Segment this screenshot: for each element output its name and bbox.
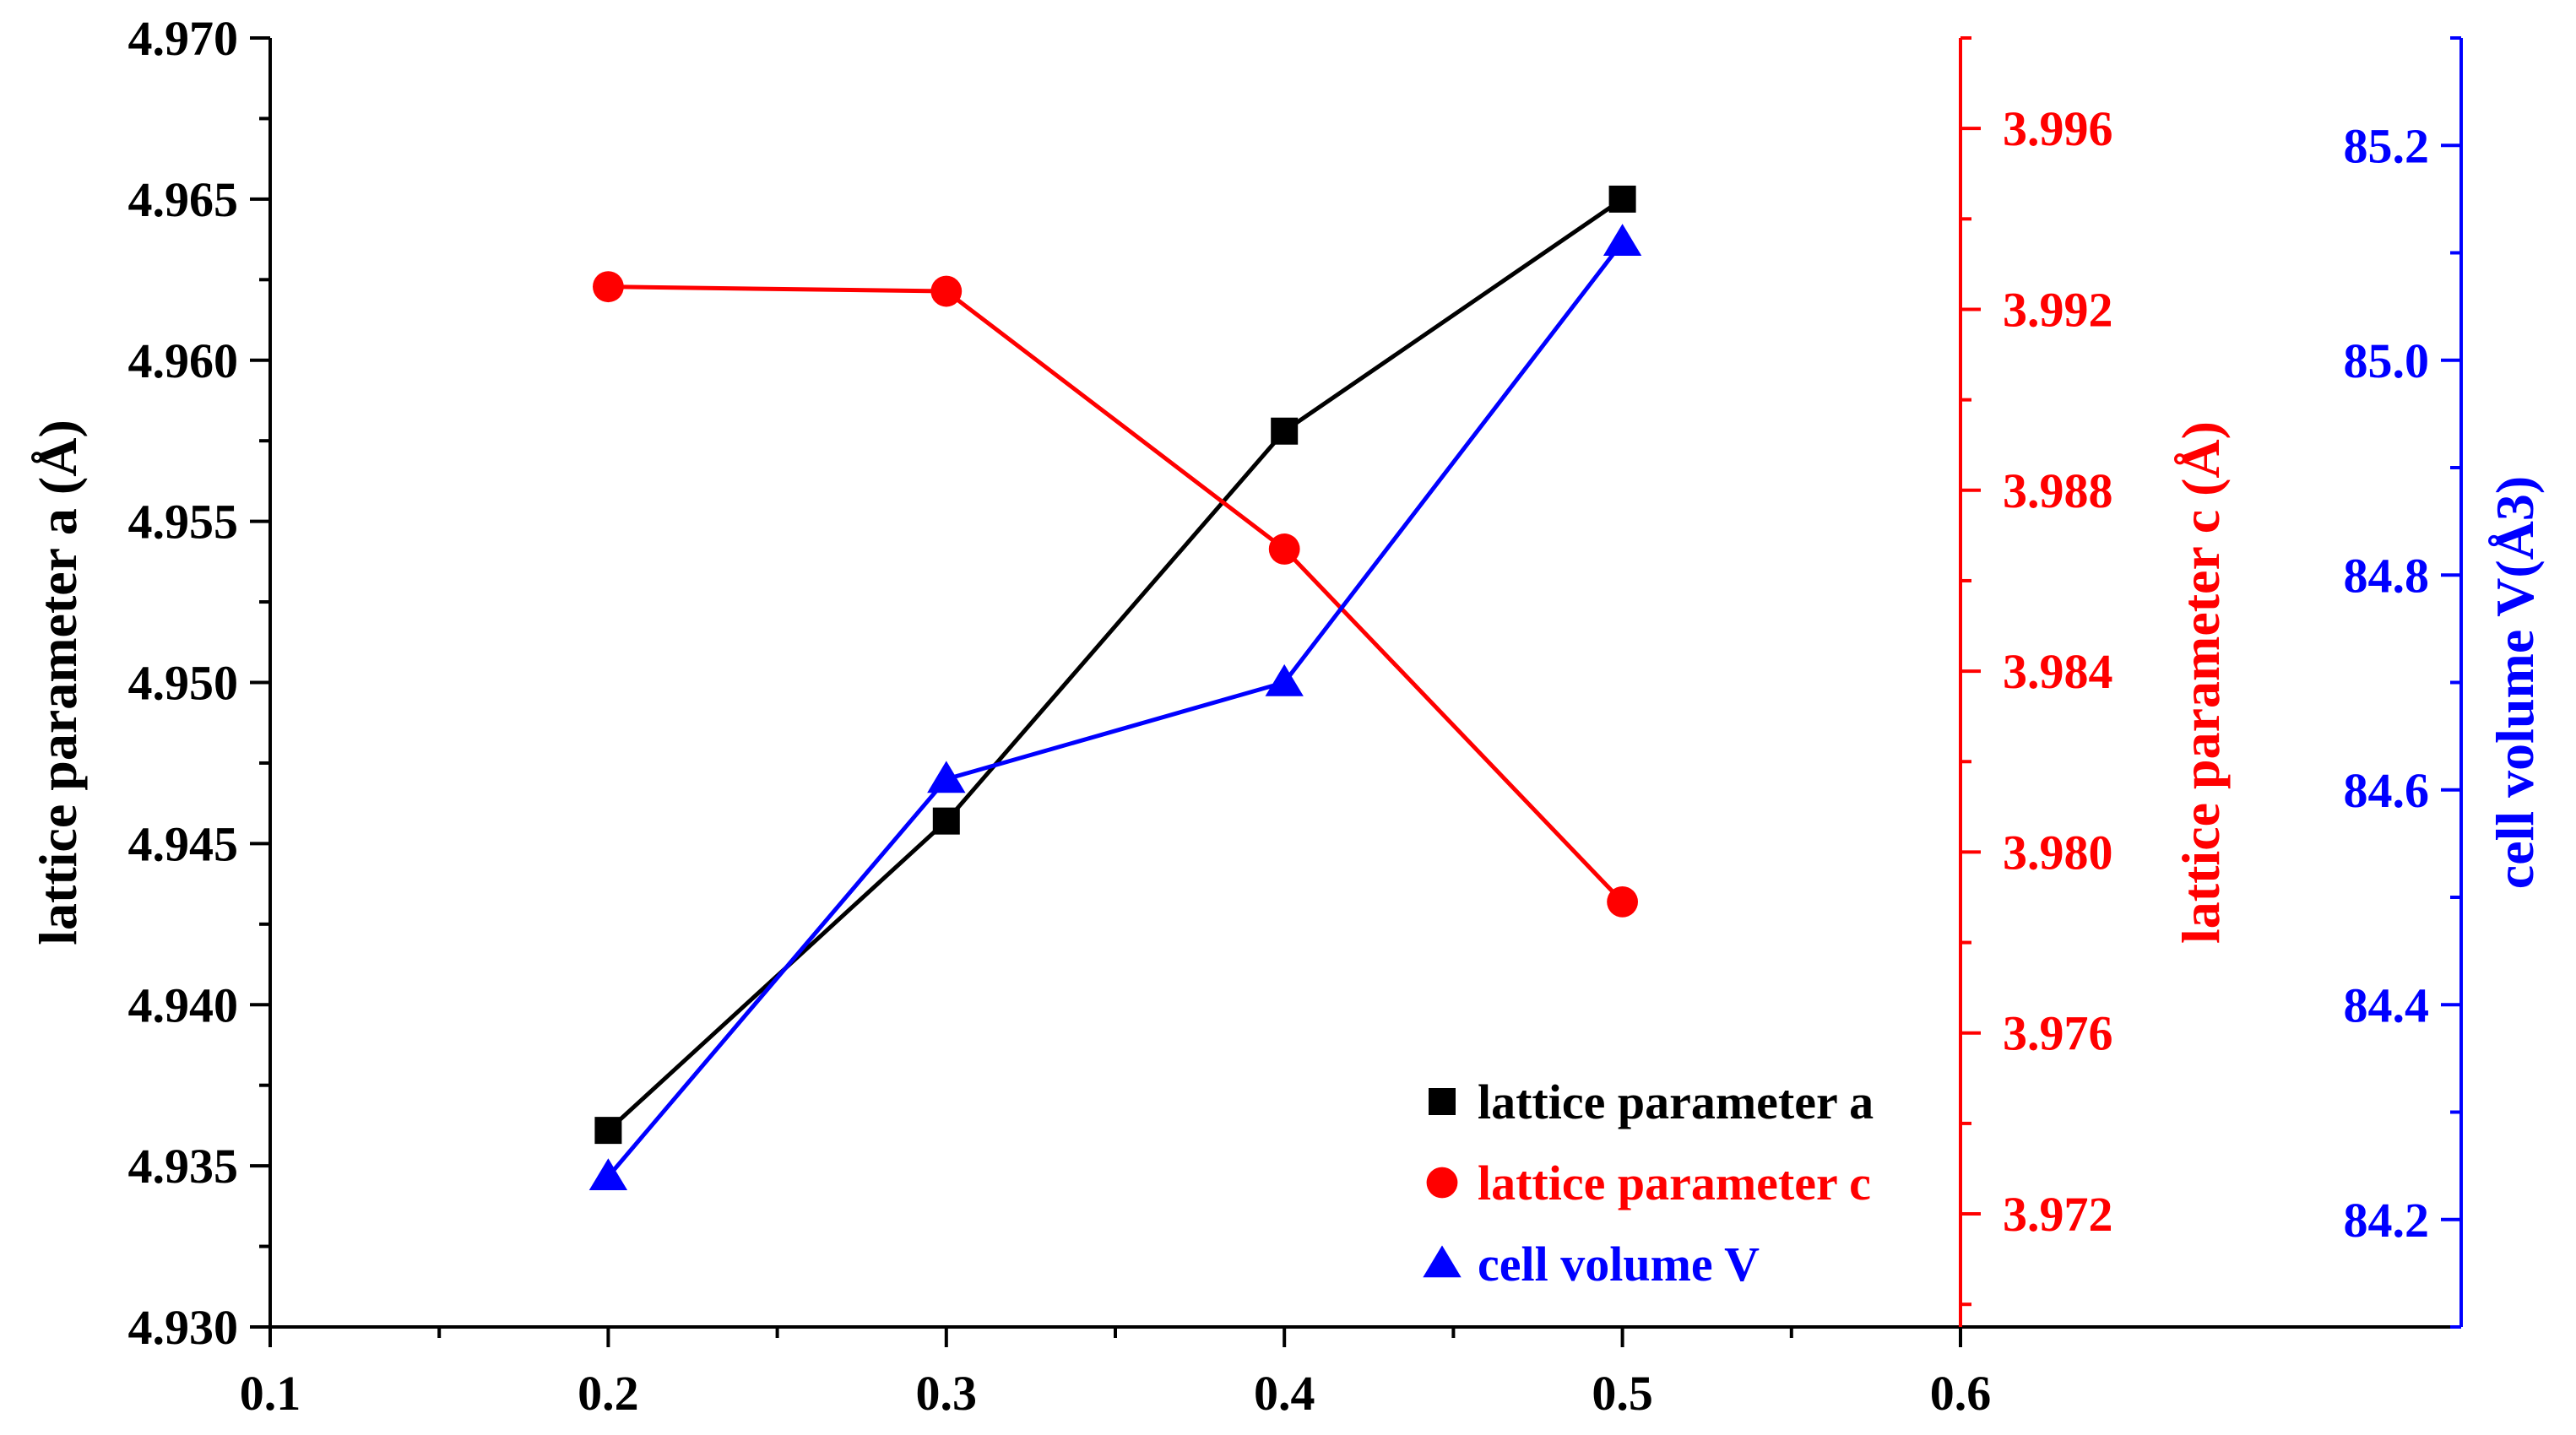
right-v-tick-label: 84.6 bbox=[2344, 763, 2430, 818]
series-lattice-c-line bbox=[608, 284, 1624, 904]
right-c-tick-label: 3.980 bbox=[2003, 825, 2113, 880]
x-tick-label: 0.2 bbox=[578, 1366, 639, 1421]
x-tick-label: 0.4 bbox=[1254, 1366, 1315, 1421]
right-c-tick-label: 3.988 bbox=[2003, 463, 2113, 518]
right-c-tick-label: 3.992 bbox=[2003, 282, 2113, 337]
series-cell-volume-line bbox=[606, 241, 1624, 1178]
x-tick-label: 0.3 bbox=[916, 1366, 978, 1421]
left-tick-label: 4.970 bbox=[128, 11, 239, 66]
series-lattice-a bbox=[594, 185, 1636, 1145]
left-tick-label: 4.960 bbox=[128, 333, 239, 388]
series-layer bbox=[588, 185, 1642, 1191]
right-axis-v-label: cell volume V(Å3) bbox=[2485, 476, 2545, 889]
series-lattice-a-line bbox=[606, 197, 1624, 1132]
series-lattice-c-point bbox=[1607, 885, 1638, 918]
right-v-tick-label: 84.8 bbox=[2344, 548, 2430, 603]
series-lattice-a-point bbox=[1271, 417, 1299, 445]
legend-item: cell volume V bbox=[1423, 1237, 1760, 1292]
series-cell-volume-point bbox=[1265, 663, 1304, 696]
right-v-tick-label: 84.2 bbox=[2344, 1193, 2430, 1248]
left-tick-label: 4.955 bbox=[128, 495, 239, 550]
right-c-tick-label: 3.984 bbox=[2003, 644, 2113, 699]
left-axis-label: lattice parameter a (Å) bbox=[28, 420, 88, 945]
legend: lattice parameter a lattice parameter c ce… bbox=[1423, 1075, 1874, 1292]
right-c-tick-label: 3.972 bbox=[2003, 1187, 2113, 1242]
right-c-tick-label: 3.976 bbox=[2003, 1006, 2113, 1061]
left-tick-label: 4.940 bbox=[128, 977, 239, 1032]
series-lattice-c-point bbox=[930, 275, 963, 307]
legend-label: lattice parameter c bbox=[1478, 1156, 1871, 1210]
right-v-tick-label: 85.0 bbox=[2344, 333, 2430, 388]
series-lattice-a-point bbox=[594, 1117, 622, 1145]
legend-label: cell volume V bbox=[1478, 1237, 1760, 1292]
series-cell-volume-point bbox=[927, 761, 966, 793]
series-cell-volume-point bbox=[1603, 224, 1642, 256]
series-lattice-a-point bbox=[932, 807, 960, 835]
right-v-tick-label: 84.4 bbox=[2344, 977, 2430, 1032]
x-tick-label: 0.1 bbox=[240, 1366, 301, 1421]
legend-label: lattice parameter a bbox=[1478, 1075, 1874, 1129]
right-v-tick-label: 85.2 bbox=[2344, 118, 2430, 173]
series-cell-volume bbox=[588, 224, 1642, 1191]
left-tick-label: 4.930 bbox=[128, 1300, 239, 1355]
left-tick-label: 4.965 bbox=[128, 172, 239, 227]
axes-layer: 0.1 0.2 0.3 0.4 0.5 0.6 4.930 4.935 4.940 4.945 4.… bbox=[28, 11, 2545, 1421]
legend-marker-triangle bbox=[1423, 1245, 1462, 1278]
right-axis-c-label: lattice parameter c (Å) bbox=[2171, 421, 2231, 944]
left-tick-label: 4.945 bbox=[128, 816, 239, 871]
legend-marker-circle bbox=[1426, 1167, 1458, 1199]
left-tick-label: 4.950 bbox=[128, 656, 239, 711]
legend-item: lattice parameter a bbox=[1429, 1075, 1874, 1129]
left-tick-label: 4.935 bbox=[128, 1139, 239, 1194]
legend-item: lattice parameter c bbox=[1426, 1156, 1871, 1210]
series-lattice-c-point bbox=[1268, 533, 1300, 565]
legend-marker-square bbox=[1429, 1088, 1456, 1115]
series-lattice-a-point bbox=[1608, 185, 1636, 213]
series-lattice-c bbox=[593, 271, 1638, 918]
x-tick-label: 0.6 bbox=[1930, 1366, 1992, 1421]
series-lattice-c-point bbox=[593, 271, 624, 303]
x-tick-label: 0.5 bbox=[1592, 1366, 1653, 1421]
series-cell-volume-point bbox=[588, 1158, 628, 1191]
right-c-tick-label: 3.996 bbox=[2003, 101, 2113, 156]
